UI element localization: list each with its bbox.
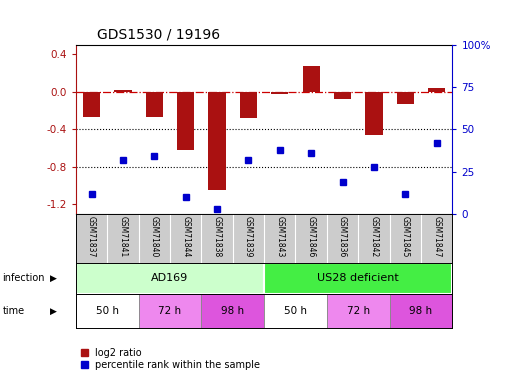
Bar	[327, 294, 390, 328]
Text: 50 h: 50 h	[284, 306, 307, 316]
Legend: log2 ratio, percentile rank within the sample: log2 ratio, percentile rank within the s…	[81, 348, 260, 370]
Text: GSM71843: GSM71843	[275, 216, 285, 258]
Text: time: time	[3, 306, 25, 316]
Bar	[145, 92, 163, 117]
Bar	[264, 262, 452, 294]
Bar	[76, 262, 264, 294]
Text: 98 h: 98 h	[221, 306, 244, 316]
Bar	[334, 92, 351, 99]
Text: GSM71846: GSM71846	[306, 216, 316, 258]
Text: ▶: ▶	[50, 274, 56, 283]
Text: 98 h: 98 h	[410, 306, 433, 316]
Bar	[365, 92, 382, 135]
Text: 50 h: 50 h	[96, 306, 119, 316]
Text: infection: infection	[3, 273, 45, 284]
Text: 72 h: 72 h	[158, 306, 181, 316]
Bar	[139, 294, 201, 328]
Text: AD169: AD169	[151, 273, 189, 284]
Bar	[271, 92, 289, 94]
Text: 72 h: 72 h	[347, 306, 370, 316]
Bar	[264, 294, 327, 328]
Bar	[83, 92, 100, 117]
Bar	[114, 90, 131, 92]
Bar	[428, 88, 445, 92]
Bar	[302, 66, 320, 92]
Text: GSM71845: GSM71845	[401, 216, 410, 258]
Bar	[208, 92, 226, 190]
Text: ▶: ▶	[50, 307, 56, 316]
Text: GSM71840: GSM71840	[150, 216, 159, 258]
Text: GSM71837: GSM71837	[87, 216, 96, 258]
Text: GSM71844: GSM71844	[181, 216, 190, 258]
Bar	[76, 294, 139, 328]
Bar	[396, 92, 414, 104]
Text: GSM71836: GSM71836	[338, 216, 347, 258]
Text: GSM71839: GSM71839	[244, 216, 253, 258]
Text: GSM71841: GSM71841	[118, 216, 128, 257]
Text: GSM71847: GSM71847	[432, 216, 441, 258]
Bar	[390, 294, 452, 328]
Bar	[177, 92, 195, 150]
Bar	[201, 294, 264, 328]
Text: GSM71842: GSM71842	[369, 216, 379, 257]
Text: GSM71838: GSM71838	[212, 216, 222, 257]
Bar	[240, 92, 257, 118]
Text: US28 deficient: US28 deficient	[317, 273, 399, 284]
Text: GDS1530 / 19196: GDS1530 / 19196	[97, 27, 220, 41]
